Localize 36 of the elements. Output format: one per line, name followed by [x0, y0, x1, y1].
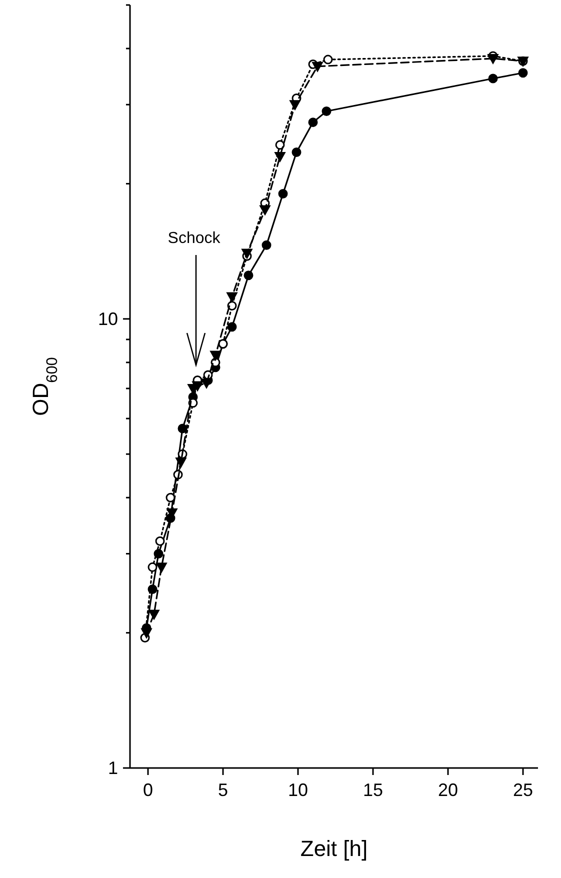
point [244, 270, 254, 280]
point [242, 248, 252, 259]
point [518, 68, 528, 78]
point [210, 350, 221, 361]
x-tick-label: 15 [362, 780, 384, 800]
point [226, 292, 238, 302]
point [148, 610, 160, 620]
x-tick-label: 10 [288, 780, 308, 800]
x-tick-label: 25 [512, 780, 534, 800]
point [192, 381, 203, 392]
point [488, 54, 498, 64]
annotation: Schock [168, 230, 222, 247]
point [275, 140, 285, 150]
point [290, 100, 300, 110]
point [166, 492, 176, 502]
point [227, 322, 237, 332]
point [308, 118, 318, 128]
x-tick-label: 20 [438, 780, 458, 800]
point [323, 54, 333, 64]
y-tick-label: 1 [108, 758, 118, 778]
x-tick-label: 0 [142, 780, 154, 800]
point [148, 562, 158, 572]
point [488, 74, 498, 84]
point [274, 152, 286, 162]
point [155, 536, 165, 546]
point [156, 562, 167, 573]
x-axis-title: Zeit [h] [300, 836, 368, 861]
point [322, 106, 332, 116]
point [278, 188, 288, 198]
point [176, 458, 186, 468]
point [262, 240, 272, 250]
point [260, 205, 270, 216]
point [141, 628, 152, 638]
point [312, 62, 323, 72]
x-tick-label: 5 [218, 780, 228, 800]
point [292, 148, 302, 158]
